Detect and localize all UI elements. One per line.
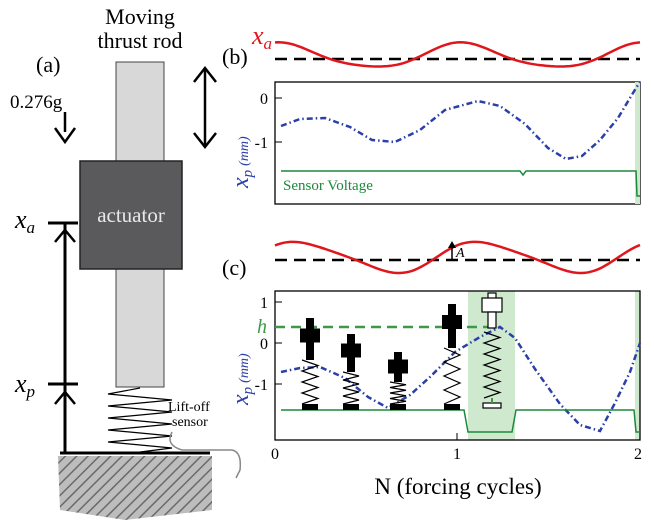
particle-figure xyxy=(341,334,361,410)
xtick-label-1: 1 xyxy=(453,446,461,463)
xaxis-label: N (forcing cycles) xyxy=(374,474,541,499)
ytick-label-c-0: 1 xyxy=(260,295,268,312)
particle-figure xyxy=(300,318,320,410)
actuator-trace-c xyxy=(274,240,641,275)
sensor-trace-b xyxy=(281,170,640,197)
spring xyxy=(107,387,173,453)
ytick-label-c-2: -1 xyxy=(255,377,268,394)
sensor-cable xyxy=(169,431,242,479)
ylabel-b: xp(mm) xyxy=(228,136,256,189)
xtick-label-2: 2 xyxy=(634,446,642,463)
xp-label-a: xp xyxy=(14,369,35,401)
motion-double-arrow-icon xyxy=(193,65,217,150)
highlight-b-edge xyxy=(635,82,640,204)
xtick-label-0: 0 xyxy=(271,446,279,463)
panel-c: (c) A 1 0 -1 0 1 2 N (forcing cycles) xp… xyxy=(222,240,642,499)
particle-trace-b xyxy=(280,81,642,161)
ylabel-c: xp(mm) xyxy=(228,353,256,406)
amplitude-arrow-head xyxy=(448,241,456,248)
particle-figure xyxy=(388,352,408,410)
sensor-trace-c xyxy=(281,409,640,433)
particle-figures xyxy=(300,292,503,410)
xa-arrow-icon xyxy=(54,228,76,243)
ground-hatch xyxy=(58,456,212,520)
ytick-label-c-1: 0 xyxy=(260,336,268,353)
ytick-label-b-1: -1 xyxy=(255,135,268,152)
actuator-label: actuator xyxy=(97,203,165,227)
xp-arrow-icon xyxy=(54,390,76,405)
xa-label-a: xa xyxy=(14,205,35,237)
particle-trace-c xyxy=(280,325,642,433)
panel-b: (b) xa 0 -1 xp(mm) Sensor Voltage xyxy=(222,21,642,205)
liftoff-figure xyxy=(481,292,503,409)
actuator-block xyxy=(79,160,183,270)
particle-figure xyxy=(442,304,462,410)
accel-arrow-head xyxy=(53,127,77,145)
xa-label-b: xa xyxy=(251,21,272,53)
actuator-trace-b xyxy=(274,41,641,68)
rod-title-line1: Moving xyxy=(105,4,175,29)
sensor-label-line1: Lift-off xyxy=(168,400,210,415)
sensor-voltage-label: Sensor Voltage xyxy=(283,178,373,194)
amplitude-label: A xyxy=(455,246,465,261)
panel-a-label: (a) xyxy=(36,52,60,77)
panel-b-label: (b) xyxy=(222,44,248,69)
sensor-label-line2: sensor xyxy=(172,415,208,430)
accel-label: 0.276g xyxy=(10,92,63,113)
rod-title-line2: thrust rod xyxy=(98,28,183,53)
ytick-label-b-0: 0 xyxy=(260,91,268,108)
h-label: h xyxy=(257,316,267,338)
highlight-c-edge xyxy=(635,291,640,440)
panel-c-label: (c) xyxy=(222,255,246,280)
panel-a: (a) Moving thrust rod 0.276g actuator Li… xyxy=(10,4,242,520)
axes-c xyxy=(274,290,641,441)
